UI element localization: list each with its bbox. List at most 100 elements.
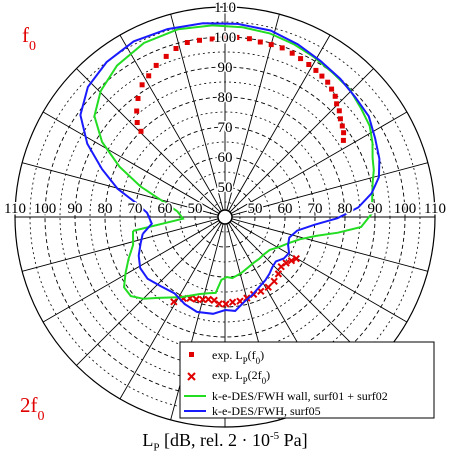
data-point-exp_f0 <box>134 108 140 114</box>
data-point-exp_f0 <box>135 96 141 101</box>
spoke <box>227 111 408 216</box>
ring <box>104 96 346 338</box>
data-point-exp_f0 <box>246 36 252 42</box>
tick-label-vertical: 70 <box>218 120 233 136</box>
data-point-exp_2f0 <box>292 254 300 263</box>
data-point-exp_2f0 <box>287 256 296 265</box>
tick-label-right: 110 <box>424 201 446 217</box>
spoke <box>76 219 223 366</box>
tick-label-vertical: 50 <box>218 180 233 196</box>
data-point-exp_f0 <box>279 45 285 51</box>
data-point-exp_f0 <box>332 93 338 99</box>
center-circle <box>217 209 233 225</box>
data-point-exp_2f0 <box>215 300 223 308</box>
spoke <box>119 34 224 215</box>
data-point-exp_f0 <box>306 62 312 67</box>
data-point-exp_2f0 <box>257 287 265 296</box>
data-point-exp_2f0 <box>270 277 278 286</box>
tick-label-right: 60 <box>278 201 293 217</box>
data-point-exp_2f0 <box>228 298 237 306</box>
data-point-exp_2f0 <box>264 283 272 291</box>
data-point-exp_f0 <box>146 73 152 79</box>
data-point-exp_f0 <box>329 86 335 92</box>
legend: exp. LP(f0) exp. LP(2f0) k-e-DES/FWH wal… <box>179 341 435 419</box>
data-point-exp_f0 <box>298 56 304 62</box>
series-layer <box>79 22 381 315</box>
spoke <box>225 14 280 214</box>
data-point-exp_2f0 <box>199 295 207 304</box>
data-point-exp_f0 <box>334 101 340 107</box>
spoke <box>226 34 331 215</box>
spoke <box>42 218 223 323</box>
data-point-exp_2f0 <box>222 300 230 308</box>
legend-marker-square <box>189 352 194 357</box>
data-point-exp_2f0 <box>282 259 290 267</box>
tick-label-left: 70 <box>128 201 143 217</box>
tick-label-left: 110 <box>4 201 26 217</box>
spoke <box>22 162 222 217</box>
spoke <box>227 219 374 366</box>
data-point-exp_f0 <box>313 67 319 73</box>
data-point-exp_f0 <box>134 120 140 125</box>
spoke <box>227 218 408 323</box>
data-point-exp_f0 <box>319 73 325 79</box>
spoke <box>170 14 225 214</box>
tick-label-right: 50 <box>248 201 263 217</box>
data-point-exp_2f0 <box>204 295 213 304</box>
tick-label-left: 80 <box>98 201 113 217</box>
data-point-exp_f0 <box>257 39 263 45</box>
tick-label-left: 90 <box>68 201 83 217</box>
data-point-exp_f0 <box>340 137 346 143</box>
data-point-exp_f0 <box>337 116 343 122</box>
ring <box>14 6 436 428</box>
data-point-exp_f0 <box>138 128 144 134</box>
legend-label-exp-f0: exp. LP(f0) <box>212 348 264 366</box>
data-point-exp_f0 <box>234 34 240 40</box>
data-point-exp_f0 <box>221 34 227 40</box>
spoke <box>119 219 224 400</box>
legend-box <box>179 341 435 419</box>
data-point-exp_f0 <box>341 130 347 136</box>
legend-label-green: k-e-DES/FWH wall, surf01 + surf02 <box>212 389 388 403</box>
tick-label-left: 60 <box>158 201 173 217</box>
tick-label-right: 100 <box>394 201 417 217</box>
data-point-exp_f0 <box>197 37 202 43</box>
spoke <box>228 162 428 217</box>
data-point-exp_2f0 <box>274 270 283 278</box>
ring <box>74 66 376 368</box>
tick-label-vertical: 60 <box>218 150 233 166</box>
data-point-exp_f0 <box>173 46 179 51</box>
data-point-exp_f0 <box>325 79 331 85</box>
tick-label-left: 50 <box>188 201 203 217</box>
data-point-exp_f0 <box>289 50 295 56</box>
data-point-exp_f0 <box>184 40 190 45</box>
radial-tick-labels: 50 50 50 60 60 60 70 70 70 80 80 80 90 90 90 100 100 100 1… <box>3 0 448 219</box>
corner-label-2f0: 2f0 <box>20 393 45 424</box>
tick-label-vertical: 110 <box>214 0 236 16</box>
data-point-exp_f0 <box>268 42 274 48</box>
data-point-exp_2f0 <box>170 298 178 306</box>
data-point-exp_f0 <box>339 123 345 129</box>
tick-label-vertical: 80 <box>218 90 233 106</box>
tick-label-right: 70 <box>308 201 323 217</box>
data-point-exp_f0 <box>209 36 215 42</box>
legend-marker-cross <box>187 372 196 381</box>
ring <box>179 171 271 263</box>
spoke <box>22 217 222 272</box>
series-green-line <box>93 24 375 300</box>
ring <box>194 186 256 248</box>
spoke <box>228 217 428 272</box>
data-point-exp_f0 <box>336 108 342 114</box>
ring <box>59 51 391 383</box>
ring <box>134 126 316 308</box>
tick-label-vertical: 90 <box>218 60 233 76</box>
ring <box>209 201 241 233</box>
legend-label-exp-2f0: exp. LP(2f0) <box>212 368 270 386</box>
data-point-exp_f0 <box>163 53 169 59</box>
data-point-exp_f0 <box>139 82 145 88</box>
tick-label-right: 90 <box>368 201 383 217</box>
tick-label-left: 100 <box>34 201 57 217</box>
tick-label-right: 80 <box>338 201 353 217</box>
ring <box>119 111 331 323</box>
